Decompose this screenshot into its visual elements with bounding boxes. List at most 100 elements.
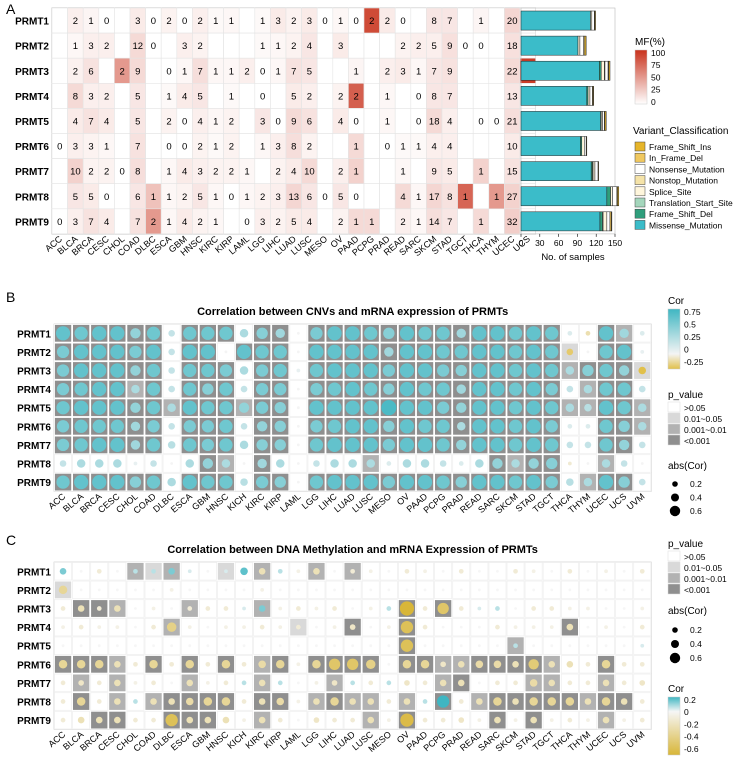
cor-dot xyxy=(314,606,319,611)
cor-dot xyxy=(477,606,482,611)
row-label: PRMT7 xyxy=(17,441,51,452)
cor-dot xyxy=(459,644,463,648)
cor-dot xyxy=(167,403,176,412)
cor-dot xyxy=(601,697,611,706)
heatmap-a-row-label: PRMT3 xyxy=(15,67,49,78)
heatmap-a-cell-label: 7 xyxy=(198,66,203,77)
panel-label-b: B xyxy=(6,289,15,305)
heatmap-a-cell-label: 5 xyxy=(135,116,140,127)
cor-dot xyxy=(550,644,554,648)
p-legend-swatch xyxy=(667,412,681,424)
heatmap-a-cell-label: 0 xyxy=(57,217,62,228)
cor-dot xyxy=(61,625,65,629)
cor-dot xyxy=(545,382,558,396)
cor-dot xyxy=(548,679,556,687)
cor-dot xyxy=(568,588,572,592)
cor-dot xyxy=(56,420,70,433)
col-label: LAML xyxy=(278,491,302,514)
cor-dot xyxy=(511,459,520,468)
cor-dot xyxy=(239,440,249,450)
cor-dot xyxy=(639,568,645,574)
cor-dot xyxy=(526,419,541,434)
cor-dot xyxy=(332,606,337,611)
cor-dot xyxy=(185,459,194,468)
heatmap-a-cell-label: 0 xyxy=(385,142,390,153)
cor-dot xyxy=(309,344,324,359)
heatmap-a-cell xyxy=(488,32,505,59)
cor-dot xyxy=(257,458,267,469)
cor-dot xyxy=(549,606,555,611)
cor-dot xyxy=(381,400,397,416)
heatmap-a-cell-label: 1 xyxy=(213,192,218,203)
cor-dot xyxy=(134,644,137,648)
cor-dot xyxy=(201,401,215,415)
p-legend-label: 0.01~0.05 xyxy=(684,563,722,573)
bar-a-segment xyxy=(520,35,579,56)
heatmap-a-cell-label: 21 xyxy=(507,116,518,127)
cor-dot xyxy=(275,328,285,339)
cor-dot xyxy=(638,385,646,393)
cor-dot xyxy=(490,400,505,415)
row-label: PRMT7 xyxy=(17,679,51,690)
heatmap-a-cell xyxy=(145,108,162,134)
cor-dot xyxy=(327,326,342,341)
heatmap-a-cell-label: 1 xyxy=(213,66,218,77)
heatmap-a-row-label: PRMT4 xyxy=(15,92,49,103)
cor-dot xyxy=(96,680,102,686)
cor-dot xyxy=(114,698,121,705)
cor-dot xyxy=(278,625,283,629)
heatmap-a-cell-label: 1 xyxy=(416,217,421,228)
cor-dot xyxy=(639,717,645,723)
cor-dot xyxy=(439,460,447,467)
heatmap-a-cell xyxy=(223,208,240,235)
cor-dot xyxy=(241,699,247,704)
cor-dot xyxy=(345,419,360,434)
panel-c: C Correlation between DNA Methylation and… xyxy=(6,532,727,756)
cor-dot xyxy=(134,588,137,592)
cor-dot xyxy=(345,400,360,415)
heatmap-a-cell-label: 2 xyxy=(385,66,390,77)
heatmap-a-cell-label: 2 xyxy=(400,41,405,52)
cor-dot xyxy=(402,459,412,468)
cor-dot xyxy=(472,326,487,341)
cor-dot xyxy=(457,679,465,687)
panel-label-c: C xyxy=(6,532,16,548)
cor-dot xyxy=(399,601,415,616)
cor-dot xyxy=(508,401,523,415)
cor-dot xyxy=(457,422,466,431)
cor-dot xyxy=(399,382,415,397)
cor-dot xyxy=(206,588,210,592)
cor-dot xyxy=(383,420,395,432)
cor-dot xyxy=(256,364,269,377)
heatmap-a-cell-label: 1 xyxy=(260,142,265,153)
cor-dot xyxy=(242,462,246,465)
cor-dot xyxy=(386,625,391,629)
heatmap-a-cell-label: 14 xyxy=(429,217,440,228)
variant-legend-label: Nonsense_Mutation xyxy=(649,164,725,174)
p-legend-swatch xyxy=(667,583,681,595)
heatmap-a-cell-label: 2 xyxy=(385,16,390,27)
cor-dot xyxy=(79,588,83,592)
heatmap-a-cell xyxy=(332,133,349,159)
cor-dot xyxy=(130,365,141,376)
cor-colorbar-title: Cor xyxy=(668,296,685,307)
cor-dot xyxy=(151,606,156,611)
cor-dot xyxy=(585,661,591,667)
heatmap-a-cell-label: 2 xyxy=(338,217,343,228)
cor-dot xyxy=(296,462,300,465)
cor-dot xyxy=(74,438,88,452)
cor-dot xyxy=(187,606,193,611)
cor-dot xyxy=(146,363,161,378)
heatmap-a-row-label: PRMT7 xyxy=(15,167,49,178)
p-legend-title: p_value xyxy=(668,539,703,550)
cor-dot xyxy=(204,716,212,724)
cor-dot xyxy=(513,680,518,686)
cor-dot xyxy=(219,475,233,489)
cor-dot xyxy=(622,607,626,610)
cor-dot xyxy=(458,461,464,466)
cor-dot xyxy=(273,363,287,378)
cor-dot xyxy=(258,568,266,575)
heatmap-a-cell-label: 0 xyxy=(151,41,156,52)
heatmap-a-cell-label: 7 xyxy=(447,91,452,102)
cor-dot xyxy=(382,475,395,489)
